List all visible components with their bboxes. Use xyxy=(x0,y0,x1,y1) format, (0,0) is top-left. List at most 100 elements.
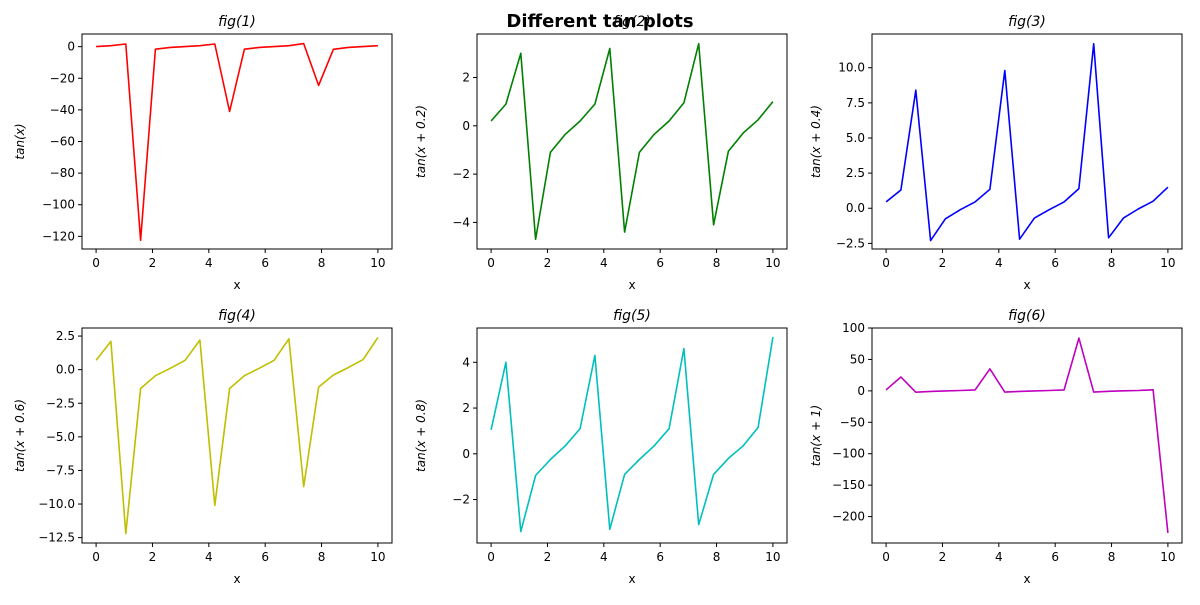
figure-title: Different tan plots xyxy=(506,11,693,32)
x-tick-label: 10 xyxy=(370,256,385,270)
x-tick-label: 2 xyxy=(544,550,552,564)
x-tick-label: 4 xyxy=(995,550,1003,564)
y-tick-label: 0 xyxy=(67,40,75,54)
x-tick-label: 2 xyxy=(544,256,552,270)
x-axis-label: x xyxy=(1023,278,1030,292)
subplot-title: fig(6) xyxy=(1008,308,1046,324)
x-tick-label: 8 xyxy=(713,256,721,270)
subplot-5: 0 2 4 6 8 10 4 2 0 −2 fig(5) x tan(x + 0.8) xyxy=(414,308,788,586)
y-tick-label: −4 xyxy=(452,215,470,229)
y-tick-label: −50 xyxy=(840,415,865,429)
y-tick-label: −100 xyxy=(832,447,865,461)
x-tick-label: 8 xyxy=(713,550,721,564)
y-tick-label: −12.5 xyxy=(38,531,75,545)
series-line xyxy=(885,42,1169,242)
subplot-4: 0 2 4 6 8 10 2.5 0.0 −2.5 −5.0 −7.5 −10.0 −12.5 fig(4… xyxy=(13,308,393,586)
x-tick-label: 6 xyxy=(261,550,269,564)
y-tick-label: 2 xyxy=(462,401,470,415)
y-tick-label: −2.5 xyxy=(836,236,865,250)
plot-frame xyxy=(81,33,393,250)
x-tick-label: 0 xyxy=(487,256,495,270)
y-tick-label: −60 xyxy=(50,135,75,149)
subplot-title: fig(5) xyxy=(613,308,651,324)
x-tick-label: 2 xyxy=(149,550,157,564)
y-axis-label: tan(x + 0.2) xyxy=(414,105,428,178)
y-tick-label: −2 xyxy=(452,493,470,507)
y-tick-label: −40 xyxy=(50,103,75,117)
y-tick-label: 7.5 xyxy=(846,96,865,110)
x-tick-label: 2 xyxy=(939,550,947,564)
y-tick-label: 2.5 xyxy=(56,329,75,343)
y-tick-label: 2 xyxy=(462,70,470,84)
y-tick-label: 0 xyxy=(462,447,470,461)
y-axis-label: tan(x + 0.8) xyxy=(414,399,428,472)
x-tick-label: 4 xyxy=(600,256,608,270)
y-tick-label: −20 xyxy=(50,71,75,85)
x-tick-label: 0 xyxy=(882,256,890,270)
x-tick-label: 8 xyxy=(1108,550,1116,564)
x-axis-label: x xyxy=(628,572,635,586)
subplot-title: fig(4) xyxy=(218,308,256,324)
x-axis-label: x xyxy=(233,278,240,292)
x-tick-label: 4 xyxy=(205,256,213,270)
y-tick-label: −200 xyxy=(832,510,865,524)
x-tick-label: 0 xyxy=(92,550,100,564)
x-tick-label: 6 xyxy=(656,256,664,270)
series-line xyxy=(95,336,379,535)
y-tick-label: 100 xyxy=(842,321,865,335)
subplot-title: fig(2) xyxy=(613,14,651,30)
subplot-6: 0 2 4 6 8 10 100 50 0 −50 −100 −150 −200 fig(6) x tan(x… xyxy=(809,308,1183,586)
y-tick-label: −120 xyxy=(42,229,75,243)
x-tick-label: 6 xyxy=(1051,550,1059,564)
series-line xyxy=(490,336,774,533)
y-tick-label: −150 xyxy=(832,478,865,492)
x-tick-label: 6 xyxy=(261,256,269,270)
y-tick-label: −5.0 xyxy=(46,430,75,444)
x-tick-label: 8 xyxy=(318,256,326,270)
y-tick-label: −7.5 xyxy=(46,463,75,477)
y-tick-label: 4 xyxy=(462,355,470,369)
y-tick-label: 5.0 xyxy=(846,131,865,145)
y-tick-label: −80 xyxy=(50,166,75,180)
y-axis-label: tan(x + 0.6) xyxy=(13,399,27,472)
x-tick-label: 0 xyxy=(882,550,890,564)
plot-frame xyxy=(81,327,393,544)
x-axis-label: x xyxy=(1023,572,1030,586)
y-tick-label: 0 xyxy=(462,119,470,133)
plot-frame xyxy=(871,33,1183,250)
x-tick-label: 4 xyxy=(995,256,1003,270)
y-tick-label: −100 xyxy=(42,198,75,212)
y-tick-label: −10.0 xyxy=(38,497,75,511)
x-tick-label: 10 xyxy=(765,256,780,270)
series-line xyxy=(490,42,774,241)
y-axis-label: tan(x + 1) xyxy=(809,405,823,466)
subplot-title: fig(3) xyxy=(1008,14,1046,30)
x-tick-label: 2 xyxy=(939,256,947,270)
subplot-3: 0 2 4 6 8 10 10.0 7.5 5.0 2.5 0.0 −2.5 fig(3) x tan(x … xyxy=(809,14,1183,292)
x-tick-label: 0 xyxy=(92,256,100,270)
subplot-1: 0 2 4 6 8 10 0 −20 −40 −60 −80 −100 −120 fig(1) x tan(x… xyxy=(13,14,393,292)
x-tick-label: 2 xyxy=(149,256,157,270)
y-axis-label: tan(x + 0.4) xyxy=(809,105,823,178)
subplot-title: fig(1) xyxy=(218,14,256,30)
series-line xyxy=(885,337,1169,533)
x-axis-label: x xyxy=(233,572,240,586)
y-tick-label: 10.0 xyxy=(838,61,865,75)
x-tick-label: 10 xyxy=(1160,256,1175,270)
x-axis-label: x xyxy=(628,278,635,292)
y-tick-label: −2.5 xyxy=(46,396,75,410)
x-tick-label: 4 xyxy=(205,550,213,564)
y-tick-label: 50 xyxy=(850,352,865,366)
series-line xyxy=(96,42,378,242)
x-tick-label: 10 xyxy=(370,550,385,564)
x-tick-label: 8 xyxy=(318,550,326,564)
plot-frame xyxy=(476,33,788,250)
x-tick-label: 0 xyxy=(487,550,495,564)
y-tick-label: 0 xyxy=(857,384,865,398)
x-tick-label: 6 xyxy=(1051,256,1059,270)
y-tick-label: 0.0 xyxy=(56,363,75,377)
x-tick-label: 10 xyxy=(765,550,780,564)
plot-frame xyxy=(871,327,1183,544)
